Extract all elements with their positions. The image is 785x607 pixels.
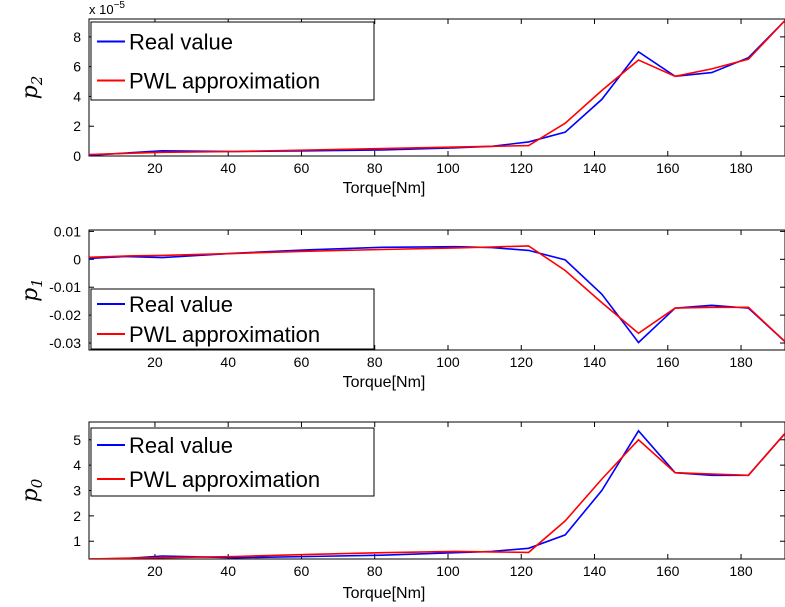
series-group [89, 245, 785, 344]
x-tick-label: 180 [729, 160, 753, 176]
legend-box [90, 288, 375, 350]
x-tick-label: 60 [294, 160, 310, 176]
x-tick-label: 180 [729, 563, 753, 579]
series-line-pwl-approximation [89, 245, 785, 343]
y-tick-label: 2 [73, 118, 81, 134]
x-tick-label: 20 [147, 563, 163, 579]
x-tick-label: 180 [729, 354, 753, 370]
legend-box [90, 21, 375, 101]
y-axis-label: p0 [18, 478, 46, 502]
series-group [89, 429, 785, 559]
series-line-real-value [89, 245, 785, 344]
y-tick-label: 0 [73, 148, 81, 164]
y-axis-label: p1 [18, 278, 46, 302]
x-tick-label: 100 [436, 354, 460, 370]
y-tick-label: 6 [73, 59, 81, 75]
chart-p1: 20 40 60 80 100 120 140 160 180 0.01 0 -0.01 -0.02 -0… [18, 223, 785, 391]
x-tick-label: 120 [510, 354, 534, 370]
x-tick-label: 80 [367, 160, 383, 176]
x-tick-label: 160 [656, 160, 680, 176]
y-tick-label: 1 [73, 533, 81, 549]
x-tick-label: 100 [436, 563, 460, 579]
y-tick-label: 2 [73, 508, 81, 524]
x-axis-label: Torque[Nm] [343, 374, 426, 391]
legend-entry: PWL approximation [129, 322, 320, 347]
y-tick-label: 0.01 [54, 223, 81, 239]
x-tick-label: 80 [367, 563, 383, 579]
series-line-pwl-approximation [89, 432, 785, 559]
x-tick-label: 140 [583, 354, 607, 370]
legend-entry: Real value [129, 433, 233, 458]
legend-entry: PWL approximation [129, 69, 320, 94]
x-tick-label: 40 [220, 354, 236, 370]
chart-p0: 20 40 60 80 100 120 140 160 180 1 2 3 4 5 Torque[Nm] p0… [18, 421, 785, 602]
x-tick-label: 160 [656, 563, 680, 579]
y-tick-label: 4 [73, 88, 81, 104]
x-tick-label: 20 [147, 160, 163, 176]
y-tick-label: 5 [73, 432, 81, 448]
legend: Real value PWL approximation [90, 21, 375, 101]
y-tick-label: -0.01 [49, 279, 81, 295]
y-tick-label: 4 [73, 457, 81, 473]
x-axis-label: Torque[Nm] [343, 180, 426, 197]
chart-p2: 20 40 60 80 100 120 140 160 180 0 2 4 6 8 x 10−5 Torque… [18, 0, 785, 197]
y-tick-label: -0.03 [49, 335, 81, 351]
x-tick-label: 140 [583, 160, 607, 176]
y-exponent-label: x 10−5 [89, 0, 125, 17]
x-tick-label: 60 [294, 563, 310, 579]
legend-entry: Real value [129, 292, 233, 317]
x-tick-label: 100 [436, 160, 460, 176]
x-tick-label: 40 [220, 563, 236, 579]
y-tick-label: 8 [73, 29, 81, 45]
x-tick-label: 40 [220, 160, 236, 176]
legend-entry: PWL approximation [129, 467, 320, 492]
x-tick-label: 140 [583, 563, 607, 579]
x-tick-label: 160 [656, 354, 680, 370]
y-axis-label: p2 [18, 76, 46, 100]
legend-box [90, 427, 375, 497]
legend-entry: Real value [129, 30, 233, 55]
legend: Real value PWL approximation [90, 288, 375, 350]
y-tick-label: 3 [73, 483, 81, 499]
x-tick-label: 20 [147, 354, 163, 370]
x-tick-label: 120 [510, 160, 534, 176]
series-group [89, 19, 785, 156]
x-tick-label: 60 [294, 354, 310, 370]
x-axis-label: Torque[Nm] [343, 585, 426, 602]
legend: Real value PWL approximation [90, 427, 375, 497]
y-tick-label: 0 [73, 251, 81, 267]
series-line-pwl-approximation [89, 19, 785, 156]
x-tick-label: 80 [367, 354, 383, 370]
y-tick-label: -0.02 [49, 307, 81, 323]
x-tick-label: 120 [510, 563, 534, 579]
